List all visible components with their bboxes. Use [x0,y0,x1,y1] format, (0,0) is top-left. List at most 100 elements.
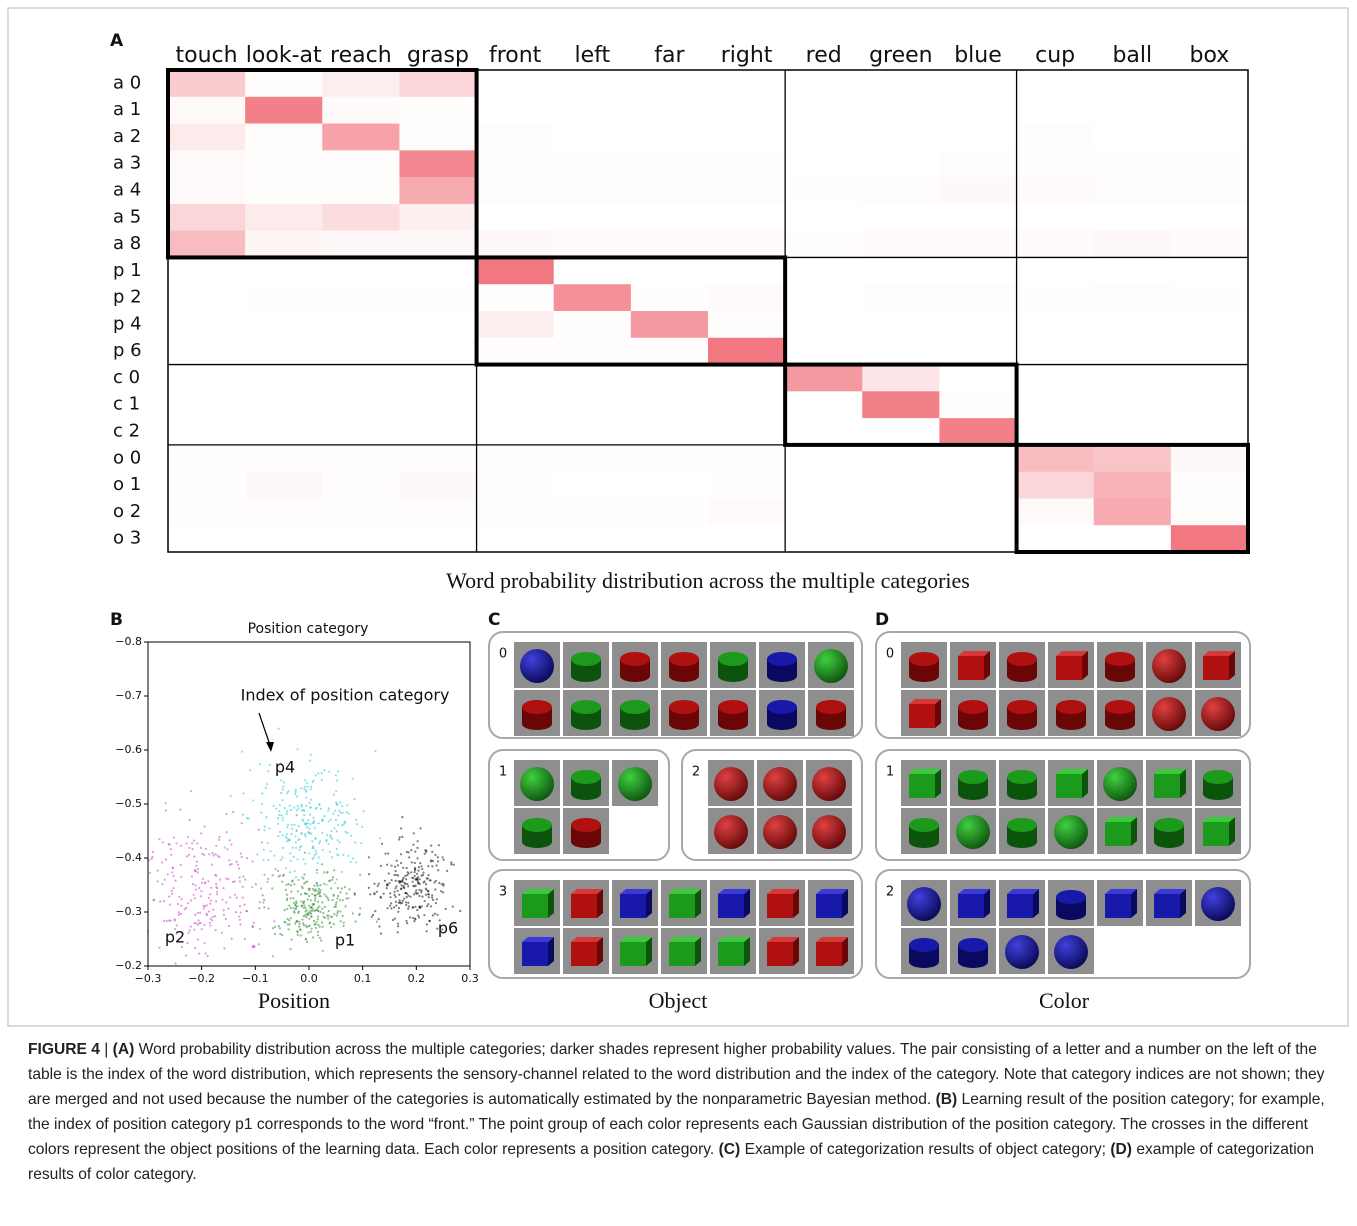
data-point [321,779,323,781]
heat-cell [862,391,940,418]
data-point [313,923,315,925]
data-point [436,898,438,900]
data-point [175,962,177,964]
heat-cell [399,177,477,204]
data-point [309,888,311,890]
row-label: a 8 [113,233,141,254]
heat-cell [1094,70,1172,97]
data-point [190,926,192,928]
cylinder-top [1105,652,1135,666]
heat-cell [554,418,632,445]
heat-cell [862,177,940,204]
heat-cell [939,257,1017,284]
data-point [204,942,206,944]
cube-side [1180,769,1186,798]
data-point [394,891,396,893]
data-point [309,907,311,909]
arrow-head [266,742,274,752]
data-point [210,887,212,889]
data-point [333,923,335,925]
data-point [234,881,236,883]
heat-cell [399,231,477,258]
x-tick-label: −0.1 [242,972,269,985]
data-point [170,848,172,850]
data-point [296,814,298,816]
data-point [328,771,330,773]
heat-cell [245,257,323,284]
data-point [435,902,437,904]
data-point [185,954,187,956]
data-point [289,948,291,950]
data-point [261,841,263,843]
cube-face [522,942,548,966]
data-point [294,835,296,837]
cylinder-base [522,836,552,848]
caption-segment: (B) [936,1091,958,1108]
data-point [239,923,241,925]
sphere [1103,767,1137,801]
heat-cell [1094,257,1172,284]
caption-segment: Example of categorization results of obj… [740,1141,1110,1158]
data-point [427,893,429,895]
row-label: p 2 [113,287,142,308]
data-point [284,807,286,809]
data-point [274,933,276,935]
heat-cell [1017,311,1095,338]
data-point [191,875,193,877]
heat-cell [1171,70,1249,97]
data-point [264,826,266,828]
heat-cell [322,338,400,365]
data-point [395,870,397,872]
data-point [187,836,189,838]
data-point [297,879,299,881]
data-point [318,888,320,890]
cube-side [1131,817,1137,846]
data-point [316,882,318,884]
data-point [278,728,280,730]
heat-cell [631,70,709,97]
data-point [359,907,361,909]
data-point [241,856,243,858]
data-point [321,832,323,834]
data-point [315,927,317,929]
data-point [345,893,347,895]
heat-cell [785,124,863,151]
data-point [321,863,323,865]
data-point [330,926,332,928]
heat-cell [1171,418,1249,445]
heat-cell [708,70,786,97]
data-point [407,895,409,897]
heat-cell [1017,97,1095,124]
data-point [282,847,284,849]
data-point [405,904,407,906]
data-point [339,801,341,803]
heat-cell [477,311,555,338]
row-label: c 1 [113,394,140,415]
data-point [286,813,288,815]
data-point [304,863,306,865]
data-point [426,930,428,932]
data-point [360,842,362,844]
cube-side [984,889,990,918]
data-point [290,860,292,862]
data-point [312,817,314,819]
category-group: 1 [876,750,1250,860]
data-point [171,890,173,892]
data-point [341,887,343,889]
data-point [345,897,347,899]
data-point [314,900,316,902]
heat-cell [1094,391,1172,418]
data-point [188,847,190,849]
data-point [317,772,319,774]
sphere [763,815,797,849]
heat-cell [245,204,323,231]
data-point [223,914,225,916]
data-point [296,905,298,907]
data-point [354,841,356,843]
data-point [231,938,233,940]
data-point [345,811,347,813]
heat-cell [862,124,940,151]
data-point [308,925,310,927]
data-point [297,890,299,892]
data-point [323,883,325,885]
